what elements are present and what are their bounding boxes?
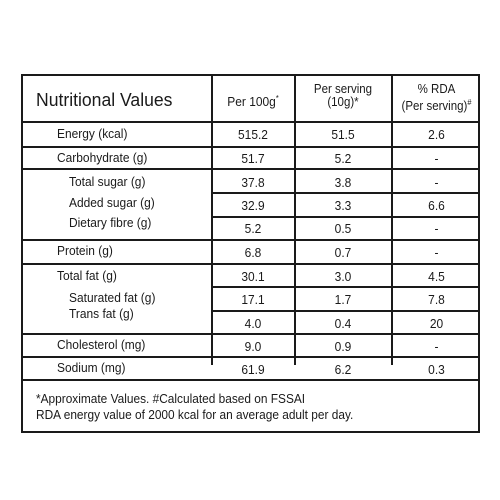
dietary-fibre-per-serving: 0.5 bbox=[334, 221, 352, 236]
saturated-fat-rda: 7.8 bbox=[428, 292, 445, 307]
row-label-added-sugar: Added sugar (g) bbox=[69, 195, 155, 210]
row-divider bbox=[23, 333, 480, 335]
added-sugar-rda: 6.6 bbox=[428, 198, 445, 213]
dietary-fibre-per-100g: 5.2 bbox=[244, 221, 262, 236]
row-divider bbox=[23, 356, 480, 358]
total-fat-rda: 4.5 bbox=[428, 269, 445, 284]
saturated-fat-per-serving: 1.7 bbox=[334, 292, 352, 307]
energy-rda: 2.6 bbox=[428, 127, 445, 142]
row-label-saturated-fat: Saturated fat (g) bbox=[69, 290, 156, 305]
table-title: Nutritional Values bbox=[36, 89, 173, 110]
footnote-line-2: RDA energy value of 2000 kcal for an ave… bbox=[36, 408, 354, 422]
protein-per-100g: 6.8 bbox=[244, 245, 262, 260]
row-label-cholesterol: Cholesterol (mg) bbox=[57, 337, 146, 352]
row-label-sodium: Sodium (mg) bbox=[57, 360, 126, 375]
cholesterol-rda: - bbox=[434, 339, 439, 354]
total-sugar-rda: - bbox=[434, 175, 439, 190]
sub-row-divider bbox=[211, 216, 480, 218]
header-per-100g: Per 100g* bbox=[227, 94, 279, 109]
trans-fat-rda: 20 bbox=[429, 316, 444, 331]
added-sugar-per-100g: 32.9 bbox=[241, 198, 265, 213]
row-label-protein: Protein (g) bbox=[57, 243, 113, 258]
row-divider bbox=[23, 263, 480, 265]
row-label-carbohydrate: Carbohydrate (g) bbox=[57, 150, 148, 165]
sodium-per-100g: 61.9 bbox=[241, 362, 265, 377]
energy-per-100g: 515.2 bbox=[238, 127, 268, 142]
cholesterol-per-serving: 0.9 bbox=[334, 339, 352, 354]
trans-fat-per-100g: 4.0 bbox=[244, 316, 262, 331]
header-rda: % RDA (Per serving)# bbox=[401, 82, 472, 113]
column-divider bbox=[211, 76, 213, 365]
row-label-total-fat: Total fat (g) bbox=[57, 268, 117, 283]
row-label-energy: Energy (kcal) bbox=[57, 126, 128, 141]
footnote-line-1: *Approximate Values. #Calculated based o… bbox=[36, 392, 306, 406]
energy-per-serving: 51.5 bbox=[331, 127, 355, 142]
trans-fat-per-serving: 0.4 bbox=[334, 316, 352, 331]
sub-row-divider bbox=[211, 192, 480, 194]
row-label-dietary-fibre: Dietary fibre (g) bbox=[69, 215, 152, 230]
total-sugar-per-100g: 37.8 bbox=[241, 175, 265, 190]
protein-per-serving: 0.7 bbox=[334, 245, 352, 260]
sodium-per-serving: 6.2 bbox=[334, 362, 352, 377]
carbohydrate-per-serving: 5.2 bbox=[334, 151, 352, 166]
protein-rda: - bbox=[434, 245, 439, 260]
saturated-fat-per-100g: 17.1 bbox=[241, 292, 265, 307]
cholesterol-per-100g: 9.0 bbox=[244, 339, 262, 354]
column-divider bbox=[391, 76, 393, 365]
header-per-serving: Per serving (10g)* bbox=[313, 82, 373, 109]
sodium-rda: 0.3 bbox=[428, 362, 445, 377]
total-fat-per-serving: 3.0 bbox=[334, 269, 352, 284]
row-divider bbox=[23, 146, 480, 148]
nutrition-table: Nutritional Values Per 100g* Per serving… bbox=[21, 74, 480, 433]
dietary-fibre-rda: - bbox=[434, 221, 439, 236]
added-sugar-per-serving: 3.3 bbox=[334, 198, 352, 213]
column-divider bbox=[294, 76, 296, 365]
row-divider bbox=[23, 239, 480, 241]
row-divider bbox=[23, 379, 480, 381]
carbohydrate-rda: - bbox=[434, 151, 439, 166]
total-fat-per-100g: 30.1 bbox=[241, 269, 265, 284]
carbohydrate-per-100g: 51.7 bbox=[241, 151, 265, 166]
row-divider bbox=[23, 121, 480, 123]
sub-row-divider bbox=[211, 286, 480, 288]
row-label-total-sugar: Total sugar (g) bbox=[69, 174, 146, 189]
row-divider bbox=[23, 168, 480, 170]
total-sugar-per-serving: 3.8 bbox=[334, 175, 352, 190]
sub-row-divider bbox=[211, 310, 480, 312]
row-label-trans-fat: Trans fat (g) bbox=[69, 306, 134, 321]
